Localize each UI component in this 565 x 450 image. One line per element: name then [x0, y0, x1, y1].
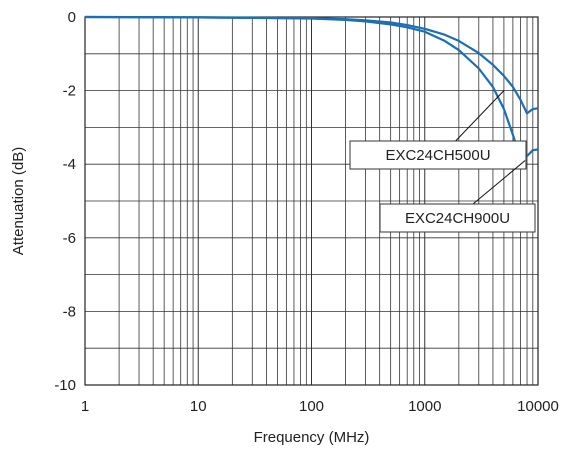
callout-box [379, 203, 536, 233]
y-tick-label: -6 [63, 230, 76, 247]
callout-leader-line [455, 90, 505, 142]
grid [84, 16, 538, 386]
x-tick-label: 100 [299, 398, 324, 415]
callout-label: EXC24CH500U [385, 147, 490, 164]
callout-layer: EXC24CH500U EXC24CH900U [349, 90, 536, 233]
x-tick-label: 10 [190, 398, 207, 415]
callout-exc24ch900u: EXC24CH900U [379, 160, 536, 233]
x-tick-label: 10000 [517, 398, 559, 415]
y-tick-label: -10 [54, 377, 76, 394]
tick-labels: 1 10 100 1000 10000 0 -2 -4 -6 -8 -10 [54, 9, 559, 415]
x-axis-title: Frequency (MHz) [254, 429, 370, 446]
callout-label: EXC24CH900U [405, 210, 510, 227]
y-tick-label: -4 [63, 156, 76, 173]
y-tick-label: -2 [63, 83, 76, 100]
callout-leader-line [472, 160, 526, 205]
callout-exc24ch500u: EXC24CH500U [349, 90, 527, 170]
x-tick-label: 1000 [408, 398, 441, 415]
callout-box [349, 140, 527, 170]
x-tick-label: 1 [81, 398, 89, 415]
y-tick-label: 0 [68, 9, 76, 26]
y-axis-title: Attenuation (dB) [10, 147, 27, 255]
y-tick-label: -8 [63, 303, 76, 320]
